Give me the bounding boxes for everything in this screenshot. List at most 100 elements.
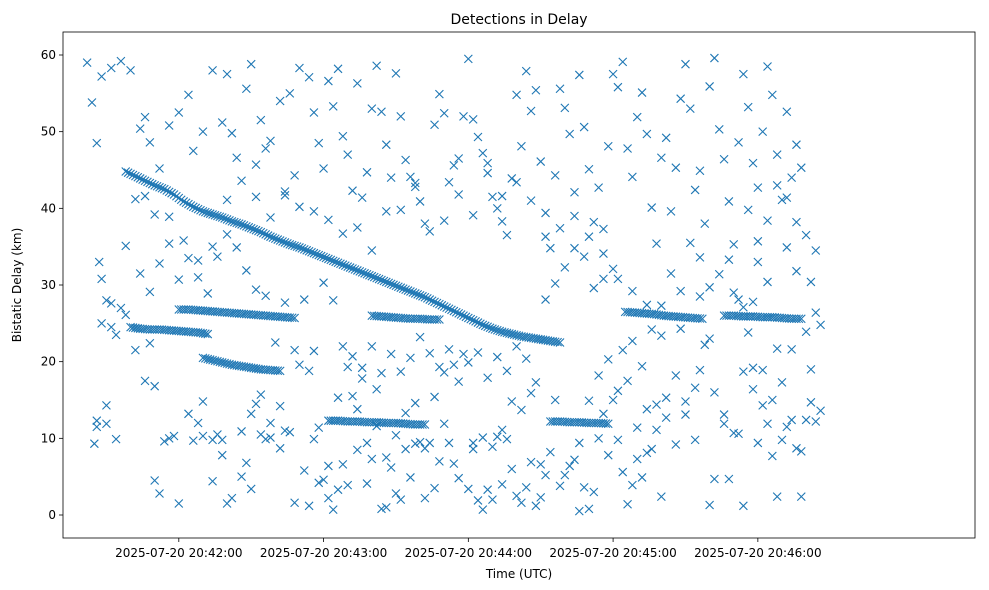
detection-point xyxy=(386,349,396,359)
detection-point xyxy=(772,492,782,501)
detection-point xyxy=(710,53,719,63)
detection-point xyxy=(748,158,758,168)
track-detection-point xyxy=(133,172,143,182)
detection-point xyxy=(599,249,608,258)
detection-point xyxy=(266,213,275,222)
detection-point xyxy=(348,186,357,196)
track-detection-point xyxy=(121,167,131,176)
detection-point xyxy=(483,373,493,383)
track-detection-point xyxy=(225,216,234,225)
detection-point xyxy=(338,341,348,351)
detection-point xyxy=(357,374,367,383)
detection-point xyxy=(415,437,425,447)
detection-point xyxy=(164,212,174,222)
detection-point xyxy=(415,332,425,342)
track-detection-point xyxy=(321,253,331,263)
detection-point xyxy=(637,88,647,97)
track-detection-point xyxy=(794,314,804,324)
y-tick-label: 50 xyxy=(41,125,56,139)
track-detection-point xyxy=(422,294,432,303)
detection-point xyxy=(198,127,208,137)
detection-point xyxy=(763,277,772,287)
track-detection-point xyxy=(418,420,427,429)
detection-point xyxy=(193,272,203,282)
track-detection-point xyxy=(307,247,316,257)
detection-point xyxy=(710,387,719,397)
detection-point xyxy=(531,85,541,95)
track-detection-point xyxy=(287,240,297,250)
track-detection-point xyxy=(374,274,384,284)
detection-point xyxy=(150,210,160,219)
detection-point xyxy=(246,409,256,419)
detection-point xyxy=(541,470,550,480)
detection-point xyxy=(589,283,599,293)
track-detection-point xyxy=(181,198,191,208)
detection-point xyxy=(555,223,565,233)
track-detection-point xyxy=(333,258,343,268)
detection-point xyxy=(492,432,502,442)
detection-point xyxy=(208,476,217,486)
detection-point xyxy=(729,428,739,438)
detection-point xyxy=(145,287,155,297)
detection-point xyxy=(246,59,256,69)
detection-point xyxy=(483,168,493,178)
detection-point xyxy=(526,388,536,398)
detection-point xyxy=(116,56,126,66)
detection-point xyxy=(328,295,338,305)
detection-point xyxy=(372,61,382,71)
track-detection-point xyxy=(362,269,372,279)
detection-point xyxy=(801,230,811,240)
detection-point xyxy=(396,205,406,215)
detection-point xyxy=(304,501,314,511)
detection-point xyxy=(94,257,104,267)
detection-point xyxy=(517,141,526,151)
track-detection-point xyxy=(319,252,328,262)
detection-point xyxy=(309,108,319,117)
detection-point xyxy=(695,292,705,301)
detection-point xyxy=(497,479,507,489)
detection-point xyxy=(594,183,604,193)
detection-point xyxy=(690,185,700,195)
detection-point xyxy=(333,485,343,495)
track-detection-point xyxy=(193,204,203,214)
detection-point xyxy=(685,238,695,248)
detection-point xyxy=(266,433,275,442)
detection-point xyxy=(599,409,608,419)
track-detection-point xyxy=(299,244,309,254)
marker-layer xyxy=(82,53,825,516)
detection-point xyxy=(579,483,589,492)
detection-point xyxy=(410,398,420,408)
detection-point xyxy=(275,443,285,453)
detection-point xyxy=(777,195,787,205)
track-detection-point xyxy=(273,235,283,244)
detection-point xyxy=(637,473,647,482)
detection-point xyxy=(396,495,406,505)
track-detection-point xyxy=(157,183,167,193)
detection-point xyxy=(217,118,227,127)
track-detection-point xyxy=(432,298,442,308)
detection-point xyxy=(261,144,271,153)
detection-point xyxy=(130,345,140,355)
detection-point xyxy=(179,236,189,245)
detection-point xyxy=(159,437,169,446)
track-detection-point xyxy=(444,304,454,314)
detection-point xyxy=(285,88,295,98)
detection-point xyxy=(642,300,652,310)
detection-point xyxy=(232,153,242,163)
detection-point xyxy=(333,393,343,403)
detection-point xyxy=(700,340,710,350)
detection-point xyxy=(753,257,763,267)
x-tick-label: 2025-07-20 20:42:00 xyxy=(115,546,242,560)
detection-point xyxy=(352,445,362,455)
detection-point xyxy=(661,393,671,403)
detection-point xyxy=(492,203,502,213)
track-detection-point xyxy=(135,174,145,183)
detection-point xyxy=(753,236,763,246)
detection-point xyxy=(420,493,430,503)
detection-point xyxy=(613,274,623,284)
detection-point xyxy=(357,193,367,202)
detection-point xyxy=(410,178,420,188)
detection-point xyxy=(97,72,106,81)
detection-point xyxy=(666,269,676,278)
detection-point xyxy=(772,180,782,190)
